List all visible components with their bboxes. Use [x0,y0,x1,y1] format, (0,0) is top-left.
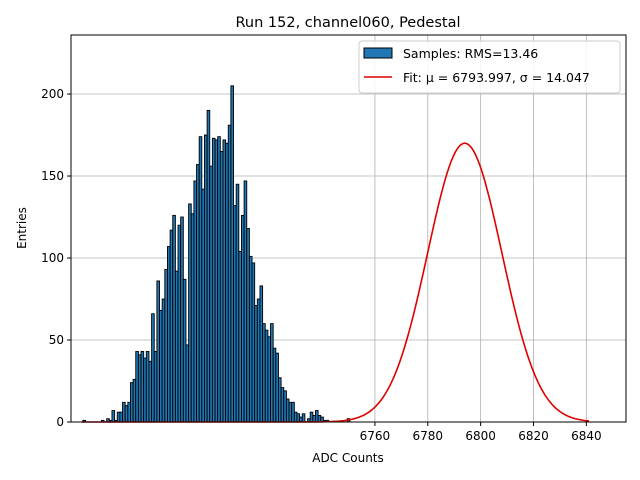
chart-title: Run 152, channel060, Pedestal [235,15,460,31]
x-tick-label: 6760 [360,429,391,443]
y-axis-label: Entries [15,207,29,249]
y-tick-label: 0 [56,415,64,429]
histogram-bar [301,413,306,423]
x-tick-label: 6840 [571,429,602,443]
legend-samples-label: Samples: RMS=13.46 [403,46,538,61]
x-axis-label: ADC Counts [312,451,384,465]
y-tick-label: 50 [49,333,64,347]
y-tick-label: 150 [41,169,64,183]
plot-frame [70,34,627,423]
legend-samples-swatch [363,47,393,59]
legend: Samples: RMS=13.46 Fit: μ = 6793.997, σ … [358,40,621,94]
x-tick-label: 6820 [518,429,549,443]
x-axis-ticks: 6760 6780 6800 6820 6840 [360,422,602,443]
y-axis-ticks: 0 50 100 150 200 [41,87,71,429]
x-tick-label: 6780 [413,429,444,443]
legend-fit-label: Fit: μ = 6793.997, σ = 14.047 [403,70,590,85]
legend-box [358,40,621,94]
y-tick-label: 100 [41,251,64,265]
x-tick-label: 6800 [465,429,496,443]
y-tick-label: 200 [41,87,64,101]
